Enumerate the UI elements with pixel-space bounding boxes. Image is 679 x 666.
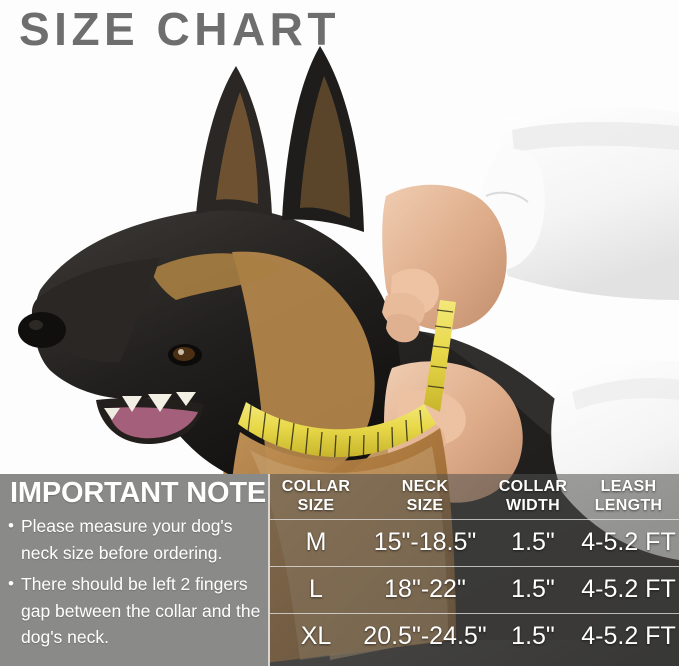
cell-neck-size: 15"-18.5" xyxy=(362,519,488,567)
important-note-list: • Please measure your dog's neck size be… xyxy=(8,513,266,656)
table-row: L 18"-22" 1.5" 4-5.2 FT xyxy=(270,566,679,614)
cell-neck-size: 20.5"-24.5" xyxy=(363,622,487,651)
column-header-leash-length: LEASH LENGTH xyxy=(578,474,679,520)
page-title: SIZE CHART xyxy=(19,3,340,55)
column-header-collar-width: COLLAR WIDTH xyxy=(488,474,578,520)
important-note-heading: IMPORTANT NOTE xyxy=(10,477,267,509)
table-header-row: COLLAR SIZE NECK SIZE COLLAR WIDTH LEA xyxy=(270,474,679,520)
important-note-panel: IMPORTANT NOTE • Please measure your dog… xyxy=(0,474,268,666)
list-item: • There should be left 2 fingers gap bet… xyxy=(8,571,266,651)
cell-collar-width: 1.5" xyxy=(511,622,555,651)
column-header-neck-size: NECK SIZE xyxy=(362,474,488,520)
list-item-text: There should be left 2 fingers gap betwe… xyxy=(21,574,261,647)
cell-leash-length: 4-5.2 FT xyxy=(578,519,679,567)
column-header-collar-size: COLLAR SIZE xyxy=(270,474,362,520)
table-row: XL 20.5"-24.5" 1.5" 4-5.2 FT xyxy=(270,613,679,660)
table-row: M 15"-18.5" 1.5" 4-5.2 FT xyxy=(270,519,679,567)
cell-collar-size: XL xyxy=(300,622,332,651)
size-table: COLLAR SIZE NECK SIZE COLLAR WIDTH LEA xyxy=(270,474,679,660)
table-left-divider xyxy=(268,474,270,666)
list-item: • Please measure your dog's neck size be… xyxy=(8,513,266,566)
cell-leash-length: 4-5.2 FT xyxy=(581,622,676,651)
bullet-icon: • xyxy=(8,516,14,535)
cell-collar-width: 1.5" xyxy=(488,566,578,614)
size-table-container: COLLAR SIZE NECK SIZE COLLAR WIDTH LEA xyxy=(268,474,679,666)
cell-leash-length: 4-5.2 FT xyxy=(578,566,679,614)
cell-collar-width: 1.5" xyxy=(488,519,578,567)
list-item-text: Please measure your dog's neck size befo… xyxy=(21,516,233,563)
cell-collar-size: M xyxy=(270,519,362,567)
info-band: IMPORTANT NOTE • Please measure your dog… xyxy=(0,474,679,666)
bullet-icon: • xyxy=(8,574,14,593)
cell-collar-size: L xyxy=(270,566,362,614)
cell-neck-size: 18"-22" xyxy=(362,566,488,614)
